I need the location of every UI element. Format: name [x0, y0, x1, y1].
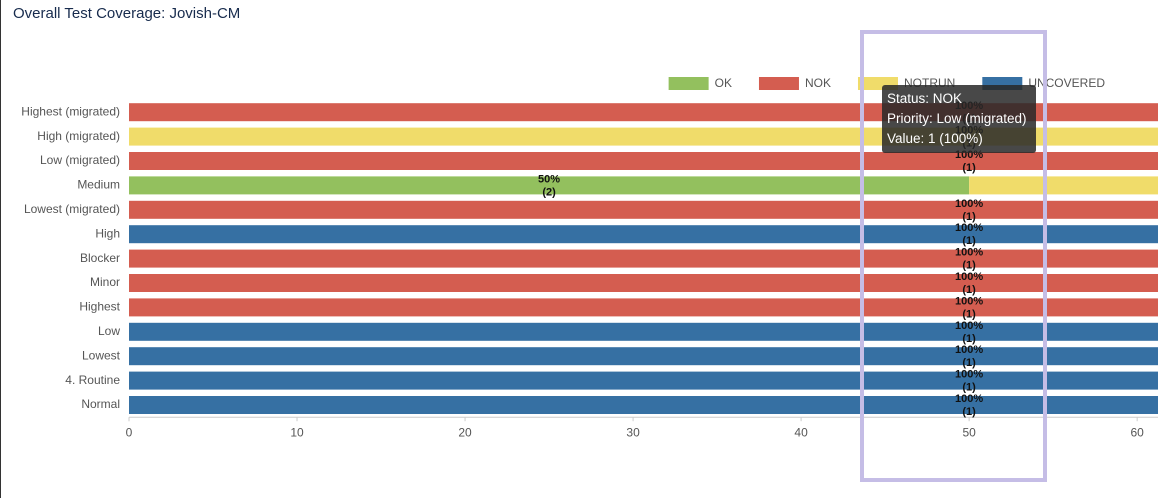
y-tick-label: Lowest (migrated) — [24, 202, 120, 216]
data-label: 100%(1) — [955, 369, 983, 394]
data-label: 100%(1) — [955, 295, 983, 320]
data-label-line: (1) — [962, 211, 976, 223]
plot — [129, 103, 1158, 414]
data-label-line: (1) — [962, 162, 976, 174]
data-label-line: 100% — [955, 247, 983, 259]
x-tick-label: 40 — [794, 425, 808, 439]
x-tick-label: 0 — [126, 425, 133, 439]
bar-segment — [129, 225, 1158, 244]
y-tick-label: Low (migrated) — [40, 153, 120, 167]
y-tick-label: Normal — [81, 397, 120, 411]
data-label-line: (1) — [962, 308, 976, 320]
data-label: 100%(1) — [955, 393, 983, 418]
data-label-line: 100% — [955, 393, 983, 405]
data-label-line: 100% — [955, 295, 983, 307]
bar-segment — [129, 274, 1158, 292]
bar-segment — [129, 152, 1158, 170]
tooltip-line: Status: NOK — [887, 91, 963, 106]
data-label: 100%(1) — [955, 198, 983, 223]
data-label-line: 100% — [955, 320, 983, 332]
data-label-line: 100% — [955, 198, 983, 210]
data-label: 100%(1) — [955, 344, 983, 369]
data-label-line: (1) — [962, 284, 976, 296]
legend-swatch — [758, 77, 799, 90]
y-tick-label: High — [95, 226, 120, 240]
x-tick-label: 30 — [626, 425, 640, 439]
bar-segment — [969, 176, 1158, 195]
data-label-line: (1) — [962, 260, 976, 272]
y-tick-label: Blocker — [80, 251, 120, 265]
data-label-line: (1) — [962, 235, 976, 247]
y-tick-label: High (migrated) — [37, 129, 120, 143]
data-label-line: (1) — [962, 357, 976, 369]
bar-segment — [129, 322, 1158, 341]
legend: OK NOK NOTRUN UNCOVERED — [668, 76, 1105, 90]
data-label-line: (2) — [542, 186, 556, 198]
bar-segment — [129, 200, 1158, 219]
data-label: 100%(1) — [955, 247, 983, 272]
y-tick-label: Minor — [90, 275, 120, 289]
x-tick-label: 20 — [458, 425, 472, 439]
tooltip-line: Priority: Low (migrated) — [887, 111, 1027, 126]
data-label-line: 100% — [955, 222, 983, 234]
legend-label: UNCOVERED — [1028, 76, 1105, 90]
x-tick-label: 10 — [290, 425, 304, 439]
data-label-line: (1) — [962, 333, 976, 345]
y-tick-label: Lowest — [82, 348, 121, 362]
highlight-box — [860, 30, 1047, 482]
data-label: 50% (2) — [538, 173, 560, 198]
y-tick-label: 4. Routine — [65, 373, 120, 387]
data-label: 100%(1) — [955, 320, 983, 345]
bar-segment — [129, 298, 1158, 317]
data-label-line: 100% — [955, 344, 983, 356]
chart-title: Overall Test Coverage: Jovish-CM — [13, 5, 241, 22]
tooltip-line: Value: 1 (100%) — [887, 131, 983, 146]
data-label-line: 100% — [955, 271, 983, 283]
bar-segment — [129, 249, 1158, 268]
data-label-line: 50% — [538, 173, 560, 185]
legend-swatch — [668, 77, 709, 90]
data-label-line: (1) — [962, 382, 976, 394]
y-tick-label: Highest (migrated) — [21, 104, 120, 118]
tooltip: Status: NOK Priority: Low (migrated) Val… — [882, 85, 1036, 153]
x-tick-label: 60 — [1130, 425, 1144, 439]
data-label-line: 100% — [955, 369, 983, 381]
legend-label: OK — [715, 76, 732, 90]
y-tick-label: Highest — [79, 300, 120, 314]
legend-label: NOK — [805, 76, 831, 90]
y-tick-label: Medium — [77, 178, 120, 192]
bar-segment — [129, 396, 1158, 414]
bar-segment — [129, 347, 1158, 366]
data-label: 100%(1) — [955, 222, 983, 247]
data-label: 100%(1) — [955, 271, 983, 296]
bar-segment — [129, 371, 1158, 390]
data-label-line: (1) — [962, 406, 976, 418]
y-tick-label: Low — [98, 324, 120, 338]
x-tick-label: 50 — [962, 425, 976, 439]
bar-segment — [129, 176, 970, 195]
